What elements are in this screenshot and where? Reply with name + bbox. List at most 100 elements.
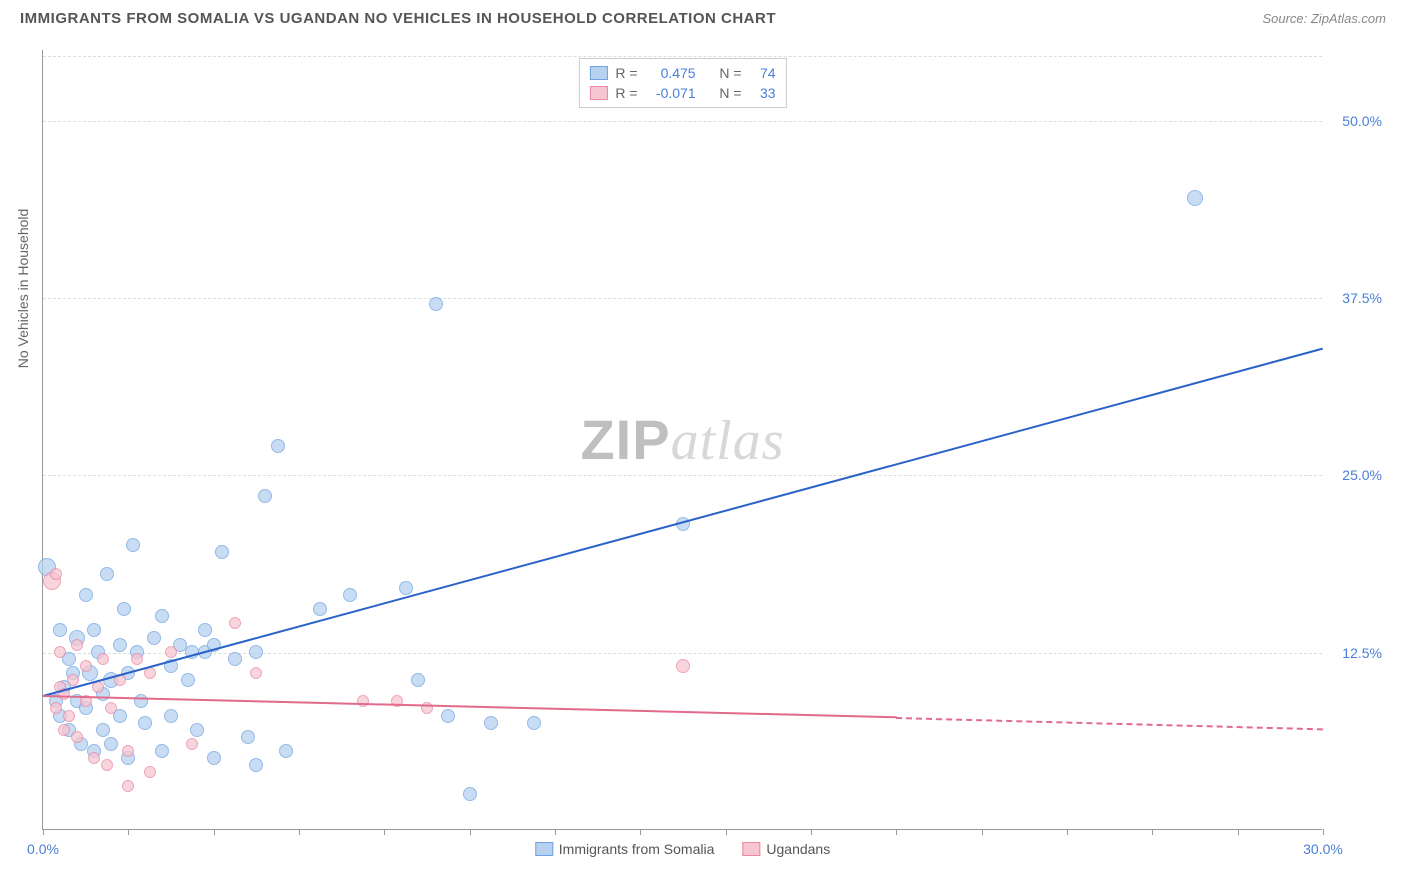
data-point-somalia [87, 623, 101, 637]
watermark-atlas: atlas [671, 410, 785, 472]
data-point-ugandans [131, 653, 143, 665]
source-name: ZipAtlas.com [1311, 11, 1386, 26]
data-point-somalia [113, 638, 127, 652]
data-point-somalia [313, 602, 327, 616]
y-tick-label: 50.0% [1342, 113, 1382, 129]
source-label: Source: [1262, 11, 1310, 26]
data-point-ugandans [54, 646, 66, 658]
data-point-ugandans [676, 659, 690, 673]
x-tick [214, 829, 215, 835]
data-point-somalia [104, 737, 118, 751]
legend-item-label: Ugandans [766, 841, 830, 857]
stat-n-label: N = [719, 85, 741, 101]
data-point-ugandans [50, 568, 62, 580]
data-point-ugandans [229, 617, 241, 629]
data-point-somalia [279, 744, 293, 758]
data-point-somalia [228, 652, 242, 666]
x-tick [128, 829, 129, 835]
grid-line [43, 475, 1322, 476]
data-point-somalia [190, 723, 204, 737]
data-point-ugandans [122, 780, 134, 792]
stat-n-value: 33 [750, 85, 776, 101]
data-point-somalia [271, 439, 285, 453]
data-point-ugandans [165, 646, 177, 658]
source-attribution: Source: ZipAtlas.com [1262, 11, 1386, 26]
stat-r-label: R = [615, 85, 637, 101]
data-point-ugandans [80, 660, 92, 672]
watermark-zip: ZIP [580, 408, 670, 471]
data-point-somalia [343, 588, 357, 602]
watermark: ZIPatlas [580, 407, 784, 473]
y-axis-label: No Vehicles in Household [15, 208, 31, 368]
x-tick [982, 829, 983, 835]
data-point-somalia [207, 751, 221, 765]
data-point-ugandans [58, 724, 70, 736]
trend-line [43, 348, 1324, 697]
legend-item-ugandans: Ugandans [742, 841, 830, 857]
x-tick [384, 829, 385, 835]
data-point-ugandans [186, 738, 198, 750]
grid-line [43, 121, 1322, 122]
y-tick-label: 37.5% [1342, 290, 1382, 306]
stat-r-label: R = [615, 65, 637, 81]
data-point-somalia [249, 645, 263, 659]
data-point-somalia [181, 673, 195, 687]
legend-stats-box: R =0.475 N =74R =-0.071 N =33 [578, 58, 786, 108]
data-point-ugandans [101, 759, 113, 771]
data-point-ugandans [357, 695, 369, 707]
data-point-somalia [117, 602, 131, 616]
data-point-somalia [215, 545, 229, 559]
x-tick-label: 30.0% [1303, 841, 1343, 857]
x-tick-label: 0.0% [27, 841, 59, 857]
x-tick [1323, 829, 1324, 835]
data-point-ugandans [105, 702, 117, 714]
data-point-somalia [484, 716, 498, 730]
data-point-somalia [258, 489, 272, 503]
legend-swatch-icon [589, 86, 607, 100]
data-point-somalia [441, 709, 455, 723]
data-point-somalia [241, 730, 255, 744]
data-point-somalia [79, 588, 93, 602]
data-point-somalia [429, 297, 443, 311]
data-point-ugandans [71, 731, 83, 743]
grid-line [43, 56, 1322, 57]
x-tick [811, 829, 812, 835]
data-point-somalia [399, 581, 413, 595]
x-tick [640, 829, 641, 835]
legend-swatch-icon [535, 842, 553, 856]
data-point-ugandans [67, 674, 79, 686]
data-point-ugandans [122, 745, 134, 757]
data-point-ugandans [250, 667, 262, 679]
stat-r-value: -0.071 [646, 85, 696, 101]
x-tick [43, 829, 44, 835]
legend-item-label: Immigrants from Somalia [559, 841, 715, 857]
x-tick [1238, 829, 1239, 835]
data-point-somalia [249, 758, 263, 772]
data-point-somalia [147, 631, 161, 645]
data-point-somalia [96, 723, 110, 737]
legend-swatch-icon [589, 66, 607, 80]
stat-n-label: N = [719, 65, 741, 81]
legend-swatch-icon [742, 842, 760, 856]
x-tick [299, 829, 300, 835]
x-tick [1067, 829, 1068, 835]
x-tick [896, 829, 897, 835]
trend-line [896, 717, 1323, 730]
legend-item-somalia: Immigrants from Somalia [535, 841, 715, 857]
data-point-ugandans [144, 766, 156, 778]
y-tick-label: 12.5% [1342, 645, 1382, 661]
data-point-ugandans [97, 653, 109, 665]
data-point-somalia [126, 538, 140, 552]
scatter-chart: ZIPatlas No Vehicles in Household R =0.4… [42, 50, 1322, 830]
data-point-somalia [100, 567, 114, 581]
x-tick [470, 829, 471, 835]
series-legend: Immigrants from Somalia Ugandans [535, 841, 830, 857]
data-point-ugandans [63, 710, 75, 722]
data-point-ugandans [88, 752, 100, 764]
data-point-ugandans [50, 702, 62, 714]
data-point-somalia [411, 673, 425, 687]
y-tick-label: 25.0% [1342, 467, 1382, 483]
x-tick [555, 829, 556, 835]
data-point-somalia [463, 787, 477, 801]
data-point-somalia [155, 744, 169, 758]
